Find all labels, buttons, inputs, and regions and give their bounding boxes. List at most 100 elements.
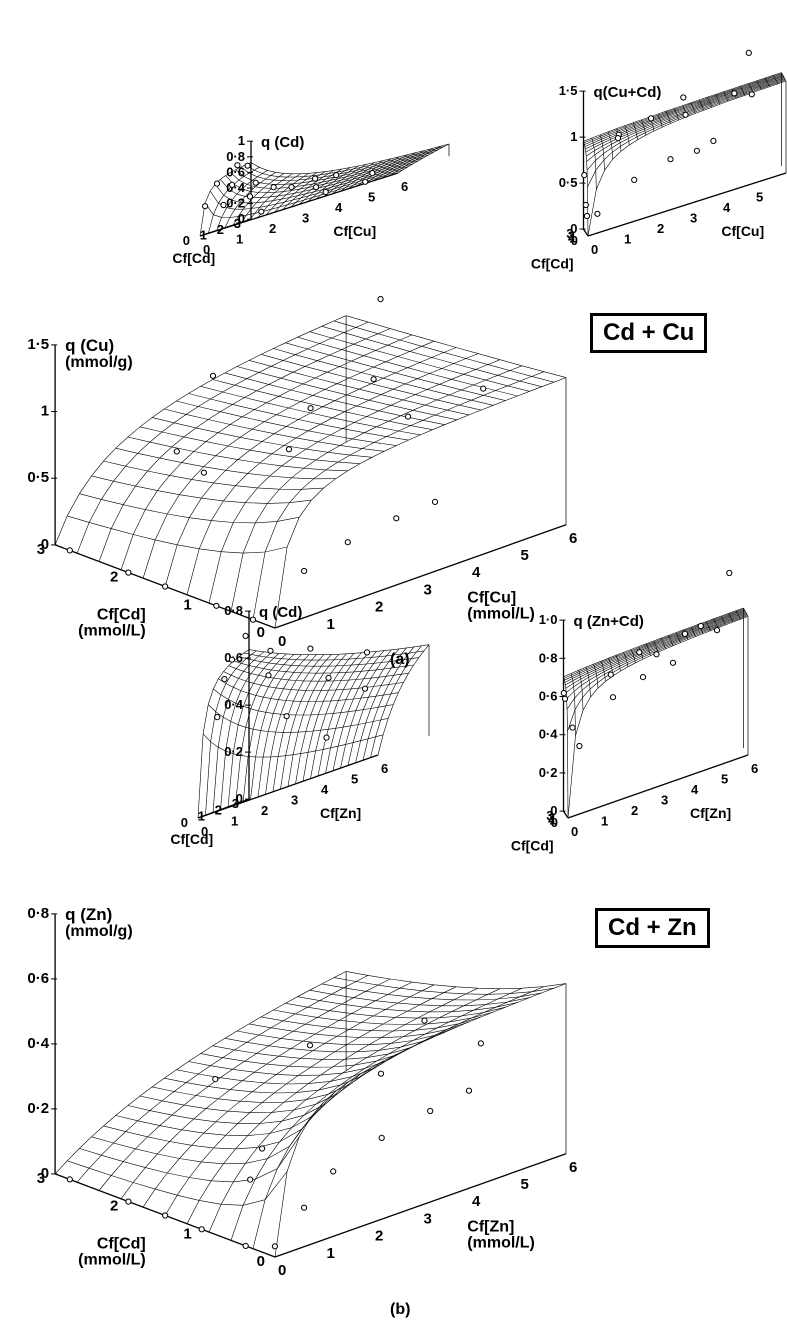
data-point <box>247 194 252 199</box>
z-tick-label: 0·2 <box>539 765 558 780</box>
y-tick-label: 0 <box>278 633 286 650</box>
mesh-line-x <box>253 372 544 620</box>
y-tick-label: 3 <box>302 211 309 226</box>
mesh-line-y <box>334 321 554 382</box>
z-tick-label: 0·5 <box>27 469 49 486</box>
z-axis-title: q(Cu+Cd) <box>594 84 662 101</box>
z-tick-label: 0·4 <box>27 1035 49 1052</box>
data-point <box>286 447 291 452</box>
mesh-line-y <box>346 971 566 988</box>
z-tick-label: 1 <box>238 133 245 148</box>
mesh-line-y <box>116 448 336 479</box>
data-point <box>215 715 220 720</box>
mesh-line-y <box>152 418 372 458</box>
data-point <box>266 673 271 678</box>
mesh-line-y <box>365 153 416 184</box>
data-point <box>405 414 410 419</box>
z-tick-label: 0·8 <box>539 650 558 665</box>
data-point <box>126 1199 131 1204</box>
data-point <box>213 1077 218 1082</box>
data-point <box>670 660 675 665</box>
mesh-line-y <box>273 1010 493 1025</box>
mesh-line-y <box>128 437 348 471</box>
data-point <box>259 209 264 214</box>
data-point <box>302 1205 307 1210</box>
chart-panel-2: 00·511·501230123456q(Cu+Cd)Cf[Cd]Cf[Cu] <box>531 50 787 271</box>
data-point <box>394 516 399 521</box>
data-point <box>323 189 328 194</box>
data-point <box>203 204 208 209</box>
y-axis-title: Cf[Cu] <box>721 223 764 239</box>
y-tick-label: 2 <box>631 803 638 818</box>
x-axis-title: Cf[Cd] <box>97 1236 146 1253</box>
data-point <box>345 540 350 545</box>
mesh-line-y <box>213 380 433 430</box>
y-tick-label: 1 <box>327 616 335 633</box>
data-point <box>313 185 318 190</box>
data-point <box>481 386 486 391</box>
y-axis-title: Cf[Cu] <box>333 223 376 239</box>
chart-panel-1: 00·20·40·60·810 1 2 30123456q (Cd)Cf[Cd]Cf[… <box>172 133 449 266</box>
x-tick-label: 2 <box>110 569 118 586</box>
y-tick-label: 6 <box>569 1159 577 1176</box>
y-axis-title: Cf[Zn] <box>467 1219 514 1236</box>
mesh-line-y <box>273 655 324 792</box>
y-tick-label: 4 <box>691 782 699 797</box>
system-label-cd-cu: Cd + Cu <box>590 313 707 353</box>
mesh-line-y <box>326 651 377 773</box>
y-axis-unit: (mmol/L) <box>467 1235 535 1252</box>
data-point <box>174 449 179 454</box>
data-point <box>67 548 72 553</box>
y-tick-label: 2 <box>375 1228 383 1245</box>
data-point <box>364 650 369 655</box>
surface-mesh <box>198 645 429 818</box>
data-point <box>230 182 235 187</box>
data-point <box>214 603 219 608</box>
data-point <box>379 1135 384 1140</box>
y-tick-label: 4 <box>335 200 343 215</box>
x-axis-line <box>584 229 589 236</box>
data-point <box>326 675 331 680</box>
z-axis-title: q (Cd) <box>259 604 302 621</box>
data-point <box>214 181 219 186</box>
data-point <box>272 1244 277 1249</box>
mesh-line-y <box>67 1161 287 1206</box>
data-point <box>229 657 234 662</box>
data-point <box>698 623 703 628</box>
data-point <box>67 1177 72 1182</box>
y-tick-label: 5 <box>368 190 375 205</box>
mesh-line-y <box>79 1137 299 1182</box>
data-point <box>683 112 688 117</box>
mesh-line-y <box>298 997 518 1012</box>
z-tick-label: 0·2 <box>27 1100 49 1117</box>
data-point <box>243 1243 248 1248</box>
data-point <box>648 116 653 121</box>
y-tick-label: 2 <box>375 599 383 616</box>
y-tick-label: 6 <box>751 761 758 776</box>
data-point <box>268 648 273 653</box>
y-tick-label: 3 <box>424 1210 432 1227</box>
x-axis-unit: (mmol/L) <box>78 1252 146 1269</box>
data-point <box>363 179 368 184</box>
data-point <box>222 677 227 682</box>
panel-label-b: (b) <box>390 1302 410 1318</box>
data-point <box>668 157 673 162</box>
data-point <box>243 633 248 638</box>
data-point <box>582 173 587 178</box>
y-axis-unit: (mmol/L) <box>467 606 535 623</box>
y-tick-label: 1 <box>601 814 608 829</box>
data-point <box>378 1071 383 1076</box>
data-point <box>749 92 754 97</box>
z-tick-label: 1·5 <box>27 336 49 353</box>
mesh-line-x <box>568 616 748 732</box>
z-tick-label: 1·0 <box>539 612 558 627</box>
y-axis-title: Cf[Cu] <box>467 590 516 607</box>
surface-mesh <box>564 608 749 818</box>
x-axis-title: Cf[Cd] <box>170 831 213 847</box>
data-point <box>640 675 645 680</box>
data-point <box>163 584 168 589</box>
data-point <box>313 176 318 181</box>
y-tick-label: 2 <box>657 221 664 236</box>
data-point <box>289 185 294 190</box>
mesh-line-y <box>79 494 299 523</box>
